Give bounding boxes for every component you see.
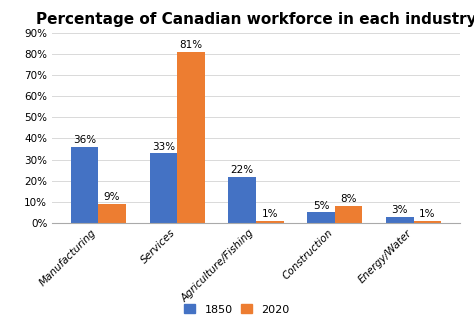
Bar (149, 153, 177, 223)
Bar (98, 204, 126, 223)
Text: 8%: 8% (340, 195, 357, 204)
Text: 1%: 1% (419, 209, 436, 219)
Text: 22%: 22% (230, 165, 254, 175)
Bar (256, 221, 283, 223)
Text: 36%: 36% (73, 135, 96, 145)
Text: 9%: 9% (104, 192, 120, 202)
Bar (414, 221, 441, 223)
Bar (71, 147, 98, 223)
Text: 81%: 81% (179, 40, 202, 50)
Text: 33%: 33% (152, 142, 175, 152)
Legend: 1850, 2020: 1850, 2020 (180, 300, 294, 319)
Text: 3%: 3% (392, 205, 408, 215)
Text: 1%: 1% (262, 209, 278, 219)
Text: 5%: 5% (313, 201, 329, 211)
Bar (307, 213, 335, 223)
Bar (228, 176, 256, 223)
Bar (386, 217, 414, 223)
Bar (177, 52, 205, 223)
Bar (335, 206, 363, 223)
Title: Percentage of Canadian workforce in each industry: Percentage of Canadian workforce in each… (36, 12, 474, 28)
